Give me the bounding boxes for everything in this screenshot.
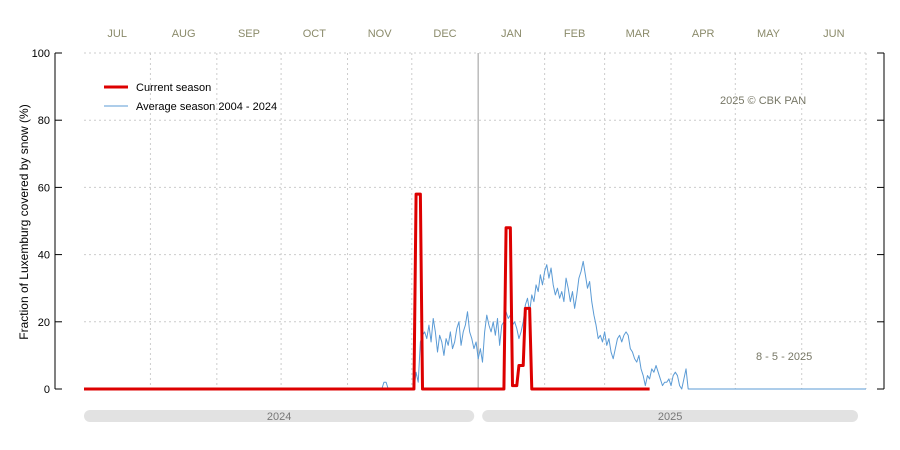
month-label-jul: JUL: [107, 28, 127, 40]
month-label-mar: MAR: [626, 28, 651, 40]
year-bar-2025: [482, 410, 858, 422]
copyright-label: 2025 © CBK PAN: [720, 95, 806, 107]
month-label-feb: FEB: [564, 28, 585, 40]
y-tick-label-80: 80: [38, 115, 50, 127]
month-label-aug: AUG: [172, 28, 196, 40]
legend: Current season Average season 2004 - 202…: [104, 82, 277, 113]
y-tick-label-60: 60: [38, 182, 50, 194]
y-tick-label-0: 0: [44, 384, 50, 396]
month-label-may: MAY: [757, 28, 781, 40]
month-label-dec: DEC: [433, 28, 456, 40]
year-label-2025: 2025: [658, 411, 682, 423]
month-label-apr: APR: [692, 28, 715, 40]
series-current-season: [84, 192, 650, 391]
month-label-oct: OCT: [303, 28, 327, 40]
y-tick-label-40: 40: [38, 250, 50, 262]
grid-lines: [84, 52, 867, 389]
axes: [54, 53, 885, 389]
legend-label-current-season: Current season: [136, 82, 211, 94]
date-label: 8 - 5 - 2025: [756, 351, 812, 363]
month-label-nov: NOV: [368, 28, 393, 40]
month-labels: JUL AUG SEP OCT NOV DEC JAN FEB MAR APR MAY JUN: [107, 28, 844, 40]
y-tick-label-100: 100: [32, 48, 50, 60]
legend-label-average-season: Average season 2004 - 2024: [136, 101, 277, 113]
year-bar-2024: [84, 410, 475, 422]
month-label-sep: SEP: [238, 28, 260, 40]
series-average-season: [84, 260, 866, 390]
month-label-jan: JAN: [501, 28, 522, 40]
y-axis-ticks: 0 20 40 60 80 100: [32, 48, 884, 396]
year-label-2024: 2024: [267, 411, 291, 423]
month-label-jun: JUN: [823, 28, 844, 40]
year-bars: 2024 2025: [84, 410, 858, 423]
y-tick-label-20: 20: [38, 317, 50, 329]
series-lines: [84, 192, 866, 391]
y-axis-label: Fraction of Luxemburg covered by snow (%…: [17, 104, 31, 339]
